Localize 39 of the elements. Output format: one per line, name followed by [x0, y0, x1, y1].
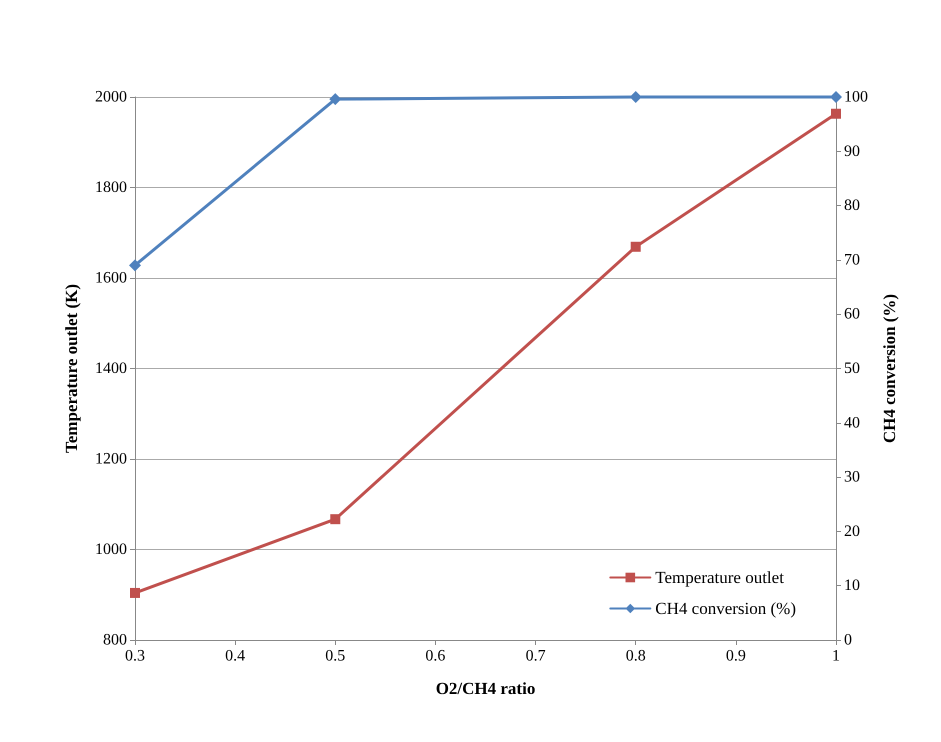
x-tick-label: 0.5 [325, 648, 346, 664]
y2-tick-label: 30 [844, 468, 860, 486]
y-tick-label: 1000 [95, 541, 127, 558]
x-tick-label: 0.7 [526, 648, 546, 664]
y2-tick-label: 60 [844, 306, 860, 323]
point [130, 588, 140, 598]
point [831, 108, 841, 119]
y2-tick-label: 50 [844, 360, 860, 377]
point [330, 514, 340, 524]
y-tick-label: 1800 [95, 179, 127, 196]
y-tick-label: 1600 [95, 270, 127, 286]
point [830, 91, 842, 103]
point [630, 242, 641, 252]
y2-tick-label: 70 [844, 251, 860, 268]
point [630, 91, 642, 103]
y2-tick-label: 0 [844, 632, 852, 648]
y-axis-title: Temperature outlet (K) [62, 284, 81, 454]
x-tick-label: 1 [832, 648, 840, 664]
y-tick-label: 800 [103, 632, 127, 648]
y-tick-label: 1200 [95, 450, 127, 468]
legend-label: CH4 conversion (%) [655, 599, 796, 618]
y2-tick-label: 100 [844, 88, 868, 106]
y2-tick-label: 90 [844, 142, 860, 160]
x-axis-title: O2/CH4 ratio [436, 679, 536, 698]
x-tick-label: 0.6 [425, 648, 446, 664]
y2-axis-title: CH4 conversion (%) [880, 294, 899, 444]
y2-tick-label: 40 [844, 414, 860, 432]
legend-label: Temperature outlet [655, 568, 784, 587]
x-tick-label: 0.9 [726, 648, 746, 664]
y2-tick-label: 10 [844, 577, 860, 594]
point [329, 93, 342, 106]
point [129, 259, 141, 272]
y2-tick-label: 20 [844, 522, 860, 540]
x-tick-label: 0.8 [626, 648, 646, 664]
y2-tick-label: 80 [844, 197, 860, 214]
y-tick-label: 1400 [95, 360, 127, 377]
x-tick-label: 0.4 [225, 648, 246, 664]
x-tick-label: 0.3 [125, 648, 145, 664]
y-tick-label: 2000 [95, 88, 127, 106]
